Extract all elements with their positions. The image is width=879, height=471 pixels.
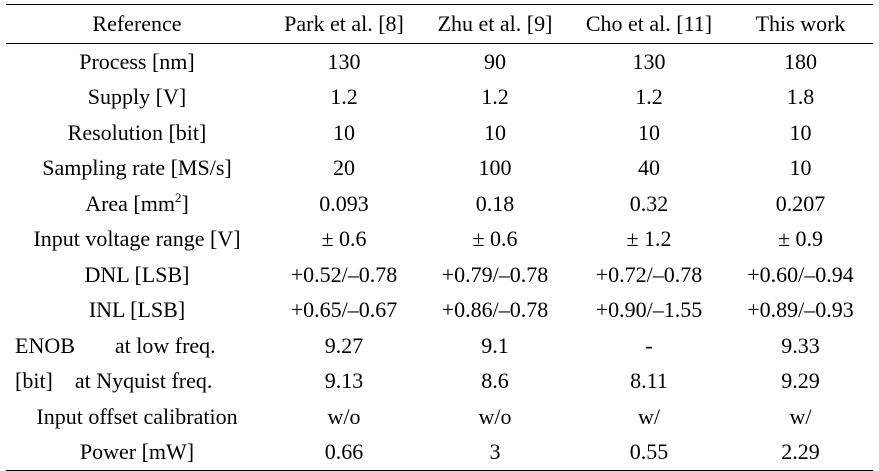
table-cell: 1.2 bbox=[635, 84, 663, 110]
table-cell: ± 1.2 bbox=[626, 226, 672, 252]
table-row: Input offset calibration w/o w/o w/ w/ bbox=[6, 399, 873, 435]
table-cell: 0.18 bbox=[475, 190, 515, 216]
row-label: Input voltage range [V] bbox=[33, 226, 241, 252]
table-cell: 9.29 bbox=[781, 368, 820, 394]
performance-comparison-table: Reference Park et al. [8] Zhu et al. [9]… bbox=[6, 4, 873, 471]
comparison-table-container: Reference Park et al. [8] Zhu et al. [9]… bbox=[6, 4, 873, 471]
table-cell: 10 bbox=[484, 119, 506, 145]
row-label-area: Area [mm2] bbox=[6, 186, 268, 222]
header-reference: Reference bbox=[6, 4, 268, 44]
bit-label: [bit] bbox=[15, 368, 53, 394]
area-label-close: ] bbox=[181, 190, 189, 216]
area-label-superscript: 2 bbox=[174, 189, 182, 205]
enob-nyquist-freq-label: at Nyquist freq. bbox=[74, 368, 213, 394]
row-label: INL [LSB] bbox=[88, 297, 186, 323]
table-cell: +0.79/–0.78 bbox=[441, 261, 549, 287]
table-cell: 180 bbox=[784, 48, 817, 74]
table-cell: 130 bbox=[327, 48, 361, 74]
table-row: Resolution [bit] 10 10 10 10 bbox=[6, 115, 873, 151]
table-cell: 1.2 bbox=[481, 84, 509, 110]
table-cell: 9.27 bbox=[324, 332, 364, 358]
table-cell: ± 0.6 bbox=[321, 226, 367, 252]
table-cell: 10 bbox=[638, 119, 660, 145]
enob-low-freq-label: at low freq. bbox=[114, 332, 216, 358]
table-cell: w/ bbox=[638, 403, 660, 429]
table-cell: 10 bbox=[333, 119, 355, 145]
table-cell: w/o bbox=[478, 403, 512, 429]
row-label-bit: [bit] at Nyquist freq. bbox=[6, 364, 268, 400]
table-cell: 10 bbox=[789, 119, 812, 145]
table-cell: +0.60/–0.94 bbox=[747, 261, 854, 287]
table-row: Supply [V] 1.2 1.2 1.2 1.8 bbox=[6, 80, 873, 116]
table-cell: 3 bbox=[420, 434, 570, 471]
header-cho: Cho et al. [11] bbox=[570, 4, 728, 44]
table-cell: +0.72/–0.78 bbox=[595, 261, 703, 287]
table-cell: 0.093 bbox=[319, 190, 369, 216]
table-cell: +0.52/–0.78 bbox=[290, 261, 398, 287]
header-this-work: This work bbox=[728, 4, 873, 44]
table-cell: +0.89/–0.93 bbox=[747, 297, 854, 323]
header-park: Park et al. [8] bbox=[268, 4, 420, 44]
table-cell: 9.1 bbox=[481, 332, 509, 358]
table-cell: 8.6 bbox=[481, 368, 509, 394]
table-cell: 1.8 bbox=[786, 84, 815, 110]
table-cell: 9.13 bbox=[324, 368, 364, 394]
table-cell: 0.55 bbox=[570, 434, 728, 471]
table-cell: +0.86/–0.78 bbox=[441, 297, 549, 323]
table-cell: +0.90/–1.55 bbox=[595, 297, 703, 323]
header-zhu: Zhu et al. [9] bbox=[420, 4, 570, 44]
row-label: Supply [V] bbox=[87, 84, 187, 110]
table-cell: 10 bbox=[789, 155, 812, 181]
table-cell: 0.207 bbox=[775, 190, 826, 216]
table-cell: 1.2 bbox=[330, 84, 358, 110]
table-cell: 130 bbox=[632, 48, 666, 74]
table-cell: ± 0.9 bbox=[777, 226, 824, 252]
table-row: Area [mm2] 0.093 0.18 0.32 0.207 bbox=[6, 186, 873, 222]
row-label: DNL [LSB] bbox=[84, 261, 190, 287]
table-cell: w/ bbox=[789, 403, 812, 429]
table-row: Power [mW] 0.66 3 0.55 2.29 bbox=[6, 434, 873, 471]
row-label: Process [nm] bbox=[79, 48, 195, 74]
table-row: Process [nm] 130 90 130 180 bbox=[6, 44, 873, 80]
table-cell: 2.29 bbox=[728, 434, 873, 471]
row-label: Input offset calibration bbox=[36, 403, 238, 429]
table-cell: 0.32 bbox=[629, 190, 669, 216]
area-label-text: Area [mm bbox=[85, 190, 175, 216]
table-cell: ± 0.6 bbox=[472, 226, 518, 252]
table-cell: 9.33 bbox=[781, 332, 820, 358]
table-cell: - bbox=[645, 332, 653, 358]
table-row: [bit] at Nyquist freq. 9.13 8.6 8.11 9.29 bbox=[6, 364, 873, 400]
header-row: Reference Park et al. [8] Zhu et al. [9]… bbox=[6, 4, 873, 44]
table-cell: 8.11 bbox=[630, 368, 668, 394]
table-cell: w/o bbox=[327, 403, 361, 429]
table-cell: +0.65/–0.67 bbox=[290, 297, 398, 323]
table-cell: 40 bbox=[638, 155, 660, 181]
row-label: Sampling rate [MS/s] bbox=[42, 155, 232, 181]
row-label: Power [mW] bbox=[6, 434, 268, 471]
table-row: Input voltage range [V] ± 0.6 ± 0.6 ± 1.… bbox=[6, 222, 873, 258]
table-row: INL [LSB] +0.65/–0.67 +0.86/–0.78 +0.90/… bbox=[6, 293, 873, 329]
table-cell: 100 bbox=[478, 155, 512, 181]
table-row: DNL [LSB] +0.52/–0.78 +0.79/–0.78 +0.72/… bbox=[6, 257, 873, 293]
table-cell: 20 bbox=[333, 155, 355, 181]
row-label-enob: ENOB at low freq. bbox=[6, 328, 268, 364]
row-label: Resolution [bit] bbox=[67, 119, 207, 145]
table-cell: 0.66 bbox=[268, 434, 420, 471]
table-row: Sampling rate [MS/s] 20 100 40 10 bbox=[6, 151, 873, 187]
table-cell: 90 bbox=[484, 48, 506, 74]
enob-label: ENOB bbox=[15, 332, 75, 358]
table-row: ENOB at low freq. 9.27 9.1 - 9.33 bbox=[6, 328, 873, 364]
